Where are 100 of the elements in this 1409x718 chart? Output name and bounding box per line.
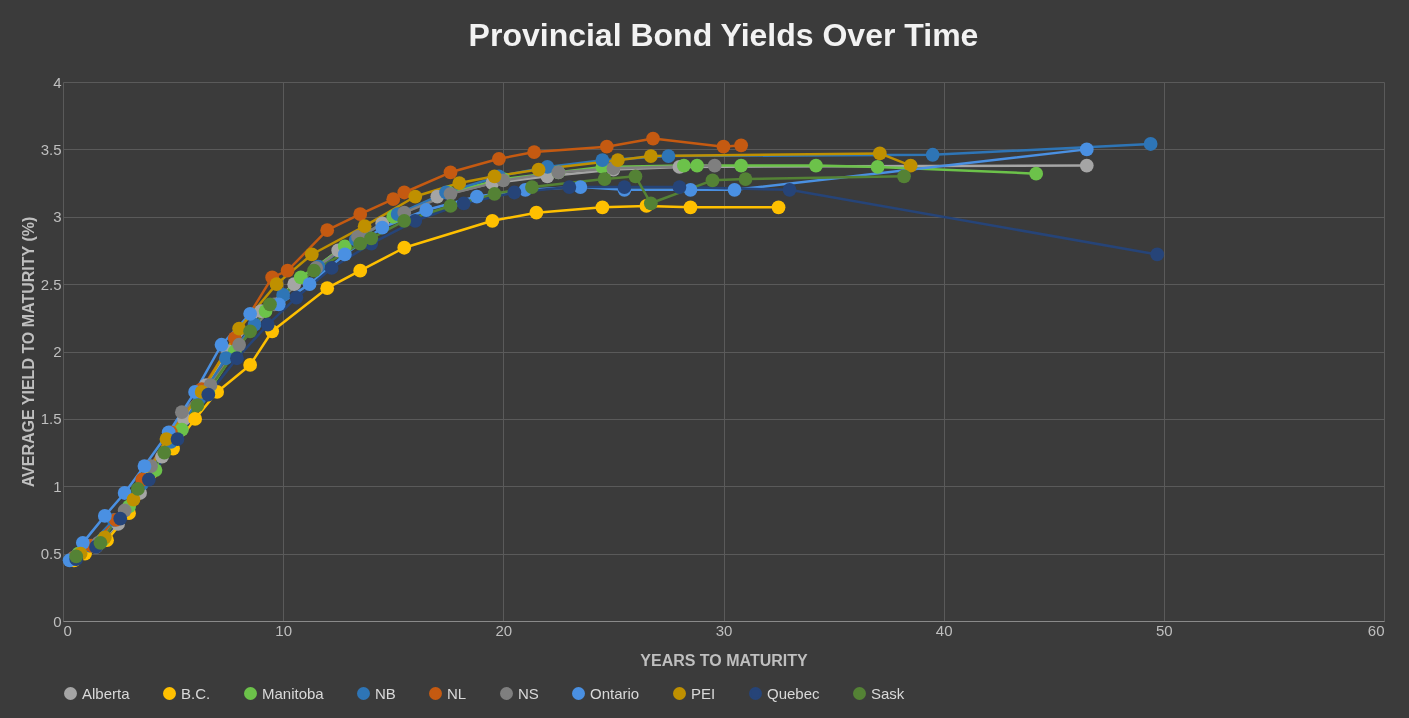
point <box>525 180 539 194</box>
point <box>470 189 484 204</box>
point <box>683 200 698 215</box>
point <box>243 306 258 321</box>
point <box>643 196 658 211</box>
point <box>260 317 275 332</box>
legend-label: B.C. <box>181 684 211 702</box>
point <box>672 180 687 194</box>
point <box>1143 137 1158 151</box>
point <box>595 153 610 168</box>
legend-label: Quebec <box>767 684 821 702</box>
point <box>487 186 502 201</box>
point <box>771 200 786 215</box>
point <box>170 432 185 446</box>
y-tick-label: 1 <box>53 477 62 495</box>
point <box>190 398 205 413</box>
x-tick-label: 20 <box>495 621 513 639</box>
point <box>507 185 522 200</box>
point <box>157 445 172 460</box>
point <box>397 240 412 255</box>
point <box>397 213 412 228</box>
point <box>443 199 458 213</box>
point <box>263 297 277 312</box>
point <box>232 337 247 352</box>
point <box>734 138 749 153</box>
point <box>230 351 244 366</box>
point <box>289 290 304 305</box>
point <box>705 173 720 188</box>
chart-title: Provincial Bond Yields Over Time <box>468 17 979 53</box>
point <box>159 432 174 446</box>
point <box>903 158 918 173</box>
y-tick-label: 3 <box>53 208 62 226</box>
point <box>302 277 317 291</box>
point <box>269 277 284 291</box>
legend-label: NS <box>518 684 539 702</box>
point <box>897 169 911 184</box>
point <box>137 459 152 473</box>
x-tick-label: 40 <box>935 621 953 639</box>
legend-label: PEI <box>691 684 716 702</box>
point <box>357 219 372 234</box>
point <box>243 358 258 372</box>
x-tick-label: 50 <box>1155 621 1173 639</box>
point <box>443 165 458 180</box>
point <box>809 158 823 173</box>
point <box>529 205 544 220</box>
point <box>113 511 128 526</box>
point <box>337 247 352 262</box>
y-tick-label: 1.5 <box>40 410 62 428</box>
point <box>716 139 731 154</box>
x-tick-label: 30 <box>715 621 733 639</box>
point <box>643 149 658 163</box>
point <box>353 207 368 221</box>
y-tick-label: 2.5 <box>40 275 62 293</box>
point <box>353 263 368 278</box>
point <box>487 169 502 184</box>
point <box>734 158 749 173</box>
point <box>485 213 500 228</box>
point <box>324 261 339 275</box>
point <box>531 162 546 177</box>
point <box>364 231 379 246</box>
point <box>738 172 753 186</box>
point <box>610 153 625 168</box>
point <box>707 158 722 173</box>
point <box>1079 142 1094 157</box>
point <box>690 158 704 173</box>
point <box>676 158 691 173</box>
point <box>1150 247 1165 262</box>
point <box>375 220 390 235</box>
point <box>408 189 423 204</box>
y-tick-label: 0.5 <box>40 545 62 563</box>
point <box>562 180 577 194</box>
point <box>141 472 156 487</box>
legend-label: NL <box>447 684 467 702</box>
point <box>527 145 542 159</box>
point <box>320 281 335 296</box>
point <box>661 149 676 163</box>
legend-label: Alberta <box>82 684 131 702</box>
legend-label: NB <box>375 684 396 702</box>
x-tick-label: 60 <box>1367 621 1385 639</box>
point <box>452 176 467 190</box>
point <box>386 192 401 207</box>
point <box>872 146 887 161</box>
point <box>397 185 412 200</box>
point <box>646 131 660 146</box>
point <box>130 482 145 496</box>
x-tick-label: 10 <box>275 621 293 639</box>
legend-label: Sask <box>871 684 905 702</box>
point <box>782 182 797 197</box>
point <box>214 337 229 352</box>
legend-label: Manitoba <box>262 684 325 702</box>
point <box>492 151 506 166</box>
point <box>925 147 940 162</box>
point <box>280 263 295 278</box>
point <box>188 412 202 426</box>
point <box>243 324 258 339</box>
y-axis-title: AVERAGE YIELD TO MATURITY (%) <box>19 216 37 488</box>
point <box>419 203 434 217</box>
point <box>628 169 643 184</box>
y-tick-label: 3.5 <box>40 140 62 158</box>
y-tick-label: 2 <box>53 343 62 360</box>
